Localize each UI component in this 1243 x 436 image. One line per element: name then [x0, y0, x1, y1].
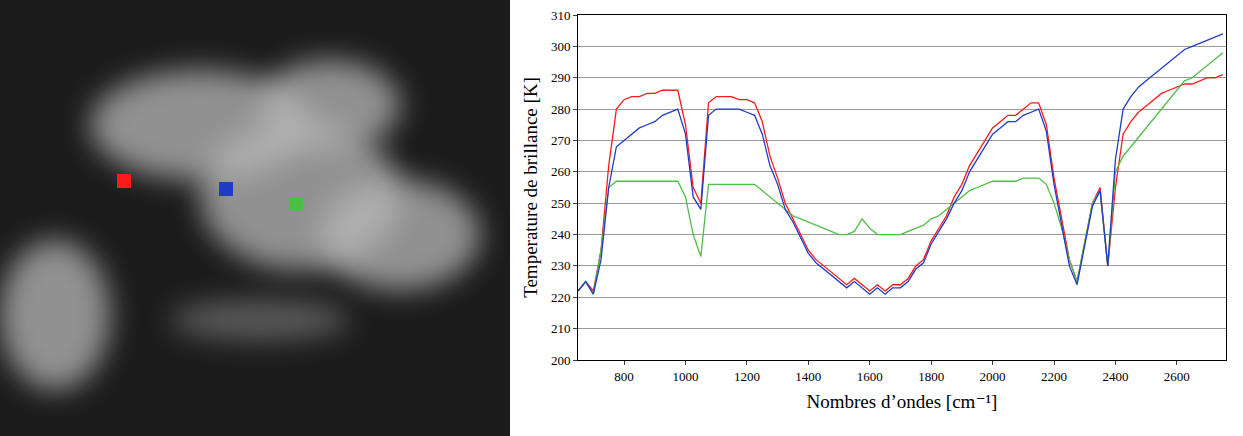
svg-text:1800: 1800: [918, 369, 944, 384]
svg-text:2000: 2000: [980, 369, 1006, 384]
svg-text:1200: 1200: [734, 369, 760, 384]
svg-text:280: 280: [551, 102, 571, 117]
svg-text:2400: 2400: [1102, 369, 1128, 384]
svg-text:300: 300: [551, 39, 571, 54]
svg-text:290: 290: [551, 70, 571, 85]
svg-text:250: 250: [551, 196, 571, 211]
svg-text:270: 270: [551, 133, 571, 148]
svg-text:260: 260: [551, 164, 571, 179]
svg-text:1600: 1600: [857, 369, 883, 384]
svg-text:240: 240: [551, 227, 571, 242]
svg-text:2200: 2200: [1041, 369, 1067, 384]
svg-text:2600: 2600: [1164, 369, 1190, 384]
svg-text:220: 220: [551, 290, 571, 305]
svg-text:1000: 1000: [672, 369, 698, 384]
svg-text:210: 210: [551, 321, 571, 336]
svg-text:Temperature de brillance [K]: Temperature de brillance [K]: [520, 77, 541, 298]
svg-text:1400: 1400: [795, 369, 821, 384]
svg-text:230: 230: [551, 258, 571, 273]
svg-text:800: 800: [614, 369, 634, 384]
svg-text:Nombres d’ondes [cm⁻¹]: Nombres d’ondes [cm⁻¹]: [807, 391, 998, 412]
svg-text:310: 310: [551, 8, 571, 23]
svg-text:200: 200: [551, 353, 571, 368]
